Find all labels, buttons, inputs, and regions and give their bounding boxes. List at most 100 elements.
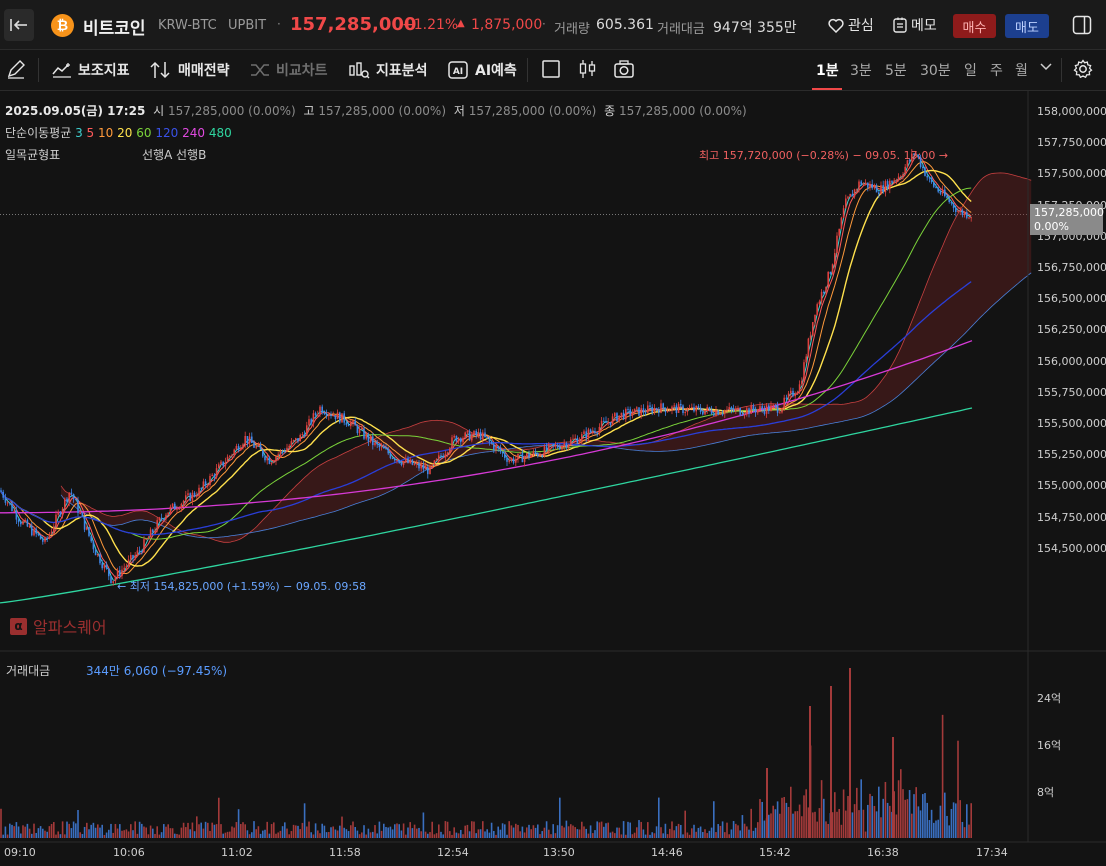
- candle-body: [325, 414, 328, 417]
- volume-bar: [911, 813, 913, 838]
- volume-bar: [297, 825, 299, 838]
- candle-body: [321, 406, 323, 413]
- volume-bar: [328, 832, 330, 838]
- volume-bar: [913, 794, 915, 838]
- aux-indicator-button[interactable]: 보조지표: [52, 60, 130, 80]
- coin-name[interactable]: 비트코인: [83, 19, 146, 39]
- volume-bar: [345, 829, 348, 838]
- candle-body: [473, 430, 475, 435]
- timeframe-week[interactable]: 주: [990, 63, 1003, 79]
- volume-bar: [561, 825, 563, 838]
- bitcoin-logo-icon: ₿: [51, 14, 74, 37]
- panel-layout-button[interactable]: [1072, 15, 1094, 37]
- timeframe-5m[interactable]: 5분: [885, 63, 907, 79]
- volume-bar: [59, 834, 62, 838]
- buy-button[interactable]: 매수: [953, 14, 996, 38]
- timeframe-1m[interactable]: 1분: [816, 63, 839, 79]
- volume-bar: [435, 833, 438, 838]
- candle-body: [594, 431, 596, 433]
- chart-settings-button[interactable]: [1073, 59, 1093, 79]
- candle-body: [422, 464, 425, 470]
- volume-bar: [112, 832, 114, 838]
- candle-body: [70, 492, 73, 495]
- candle-body: [46, 538, 48, 540]
- volume-bar: [915, 787, 917, 838]
- candle-body: [842, 208, 845, 218]
- candle-body: [165, 514, 167, 519]
- drawing-tool-button[interactable]: [6, 59, 26, 79]
- timeframe-day[interactable]: 일: [964, 63, 977, 79]
- timeframe-3m[interactable]: 3분: [850, 63, 872, 79]
- volume-bar: [594, 830, 596, 838]
- box-chart-button[interactable]: [541, 59, 561, 79]
- volume-bar: [605, 823, 607, 838]
- volume-bar: [937, 819, 939, 838]
- volume-bar: [72, 821, 75, 838]
- candle-type-button[interactable]: [578, 59, 598, 79]
- candle-body: [363, 428, 365, 439]
- memo-button[interactable]: 메모: [893, 15, 937, 35]
- sma-legend[interactable]: 단순이동평균 3 5 10 20 60 120 240 480: [5, 124, 232, 141]
- price-tick: 156,000,000: [1037, 354, 1106, 368]
- candle-body: [581, 434, 583, 441]
- candle-body: [121, 569, 123, 577]
- candle-body: [504, 453, 506, 458]
- candle-body: [706, 407, 708, 411]
- volume-bar: [884, 781, 887, 838]
- open-value: 157,285,000 (0.00%): [168, 104, 296, 118]
- candle-body: [356, 425, 359, 434]
- candle-body: [750, 405, 752, 414]
- candle-body: [292, 440, 295, 442]
- candle-body: [369, 436, 372, 442]
- volume-bar: [919, 810, 922, 838]
- candle-body: [257, 444, 260, 447]
- candle-body: [853, 189, 856, 197]
- volume-bar: [677, 823, 680, 838]
- volume-bar: [97, 824, 99, 838]
- volume-bar: [464, 825, 466, 838]
- candle-body: [497, 446, 499, 449]
- strategy-button[interactable]: 매매전략: [150, 60, 230, 80]
- candle-body: [31, 526, 33, 536]
- candle-body: [807, 338, 810, 357]
- volume-bar: [519, 831, 521, 838]
- candle-body: [198, 487, 200, 496]
- candle-body: [776, 405, 779, 413]
- volume-bar: [152, 828, 154, 838]
- ichimoku-legend-label[interactable]: 일목균형표: [5, 148, 61, 162]
- candle-body: [341, 413, 343, 423]
- candle-body: [867, 182, 869, 188]
- candle-body: [537, 453, 539, 456]
- candle-body: [389, 453, 392, 459]
- candle-body: [374, 442, 376, 446]
- collapse-button[interactable]: [4, 9, 34, 41]
- volume-bar: [354, 826, 356, 838]
- timeframe-more-button[interactable]: [1040, 62, 1052, 72]
- price-chart[interactable]: [0, 91, 1106, 866]
- volume-bar: [86, 822, 88, 838]
- candle-body: [666, 410, 669, 413]
- watchlist-button[interactable]: 관심: [828, 15, 874, 35]
- volume-bar: [688, 834, 691, 838]
- volume-bar: [83, 826, 86, 838]
- candle-body: [424, 466, 427, 470]
- sell-button[interactable]: 매도: [1005, 14, 1049, 38]
- compare-chart-button[interactable]: 비교차트: [250, 60, 328, 80]
- candle-body: [209, 475, 211, 486]
- indicator-analysis-label: 지표분석: [376, 63, 428, 79]
- volume-bar: [160, 832, 163, 838]
- volume-bar: [724, 832, 726, 838]
- indicator-analysis-button[interactable]: 지표분석: [348, 60, 428, 80]
- timeframe-30m[interactable]: 30분: [920, 63, 951, 79]
- timeframe-month[interactable]: 월: [1015, 63, 1028, 79]
- volume-bar: [193, 831, 196, 838]
- volume-bar: [574, 827, 576, 838]
- volume-bar: [136, 833, 139, 838]
- ai-predict-button[interactable]: AI AI예측: [447, 60, 517, 80]
- candle-body: [53, 526, 55, 532]
- volume-bar: [46, 831, 48, 838]
- price-tick: 158,000,000: [1037, 105, 1106, 118]
- screenshot-button[interactable]: [613, 59, 635, 79]
- candle-body: [561, 445, 563, 450]
- trade-amount-label: 거래대금: [657, 22, 705, 37]
